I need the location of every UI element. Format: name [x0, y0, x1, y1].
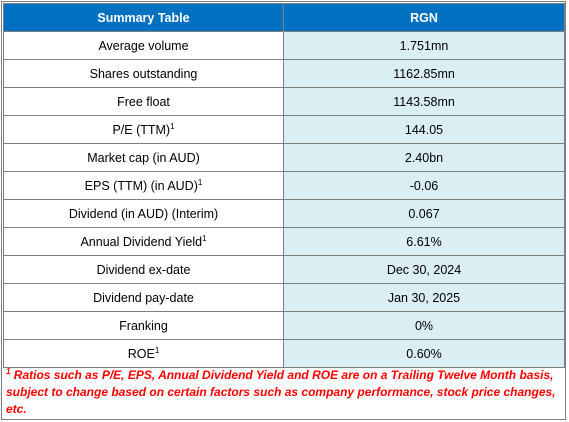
table-header-row: Summary Table RGN — [3, 3, 565, 32]
summary-table: Summary Table RGN Average volume 1.751mn… — [3, 3, 565, 368]
table-row: Annual Dividend Yield1 6.61% — [3, 227, 565, 256]
header-ticker: RGN — [283, 3, 565, 32]
table-row: Market cap (in AUD) 2.40bn — [3, 143, 565, 172]
table-row: Free float 1143.58mn — [3, 87, 565, 116]
row-label: Market cap (in AUD) — [3, 143, 284, 172]
row-label: P/E (TTM)1 — [3, 115, 284, 144]
row-value: 0% — [283, 311, 565, 340]
footnote: 1 Ratios such as P/E, EPS, Annual Divide… — [6, 367, 562, 418]
row-value: 1162.85mn — [283, 59, 565, 88]
row-label: Shares outstanding — [3, 59, 284, 88]
table-row: Average volume 1.751mn — [3, 31, 565, 60]
row-value: 1.751mn — [283, 31, 565, 60]
row-value: 2.40bn — [283, 143, 565, 172]
row-label: EPS (TTM) (in AUD)1 — [3, 171, 284, 200]
row-label: ROE1 — [3, 339, 284, 368]
table-row: ROE1 0.60% — [3, 339, 565, 368]
row-label: Free float — [3, 87, 284, 116]
table-row: Franking 0% — [3, 311, 565, 340]
footnote-marker: 1 — [202, 233, 207, 243]
row-value: 0.60% — [283, 339, 565, 368]
footnote-marker: 1 — [154, 345, 160, 355]
row-label: Annual Dividend Yield1 — [3, 227, 284, 256]
row-value: Dec 30, 2024 — [283, 255, 565, 284]
row-label: Dividend ex-date — [3, 255, 284, 284]
row-value: 1143.58mn — [283, 87, 565, 116]
header-label: Summary Table — [3, 3, 284, 32]
footnote-text: Ratios such as P/E, EPS, Annual Dividend… — [6, 368, 556, 416]
row-value: 0.067 — [283, 199, 565, 228]
footnote-marker: 1 — [6, 367, 11, 376]
row-label: Dividend (in AUD) (Interim) — [3, 199, 284, 228]
table-row: Shares outstanding 1162.85mn — [3, 59, 565, 88]
table-row: Dividend (in AUD) (Interim) 0.067 — [3, 199, 565, 228]
row-value: Jan 30, 2025 — [283, 283, 565, 312]
row-label: Dividend pay-date — [3, 283, 284, 312]
row-value: -0.06 — [283, 171, 565, 200]
footnote-marker: 1 — [197, 177, 203, 187]
row-label: Franking — [3, 311, 284, 340]
table-row: P/E (TTM)1 144.05 — [3, 115, 565, 144]
row-value: 6.61% — [283, 227, 565, 256]
row-value: 144.05 — [283, 115, 565, 144]
table-row: Dividend ex-date Dec 30, 2024 — [3, 255, 565, 284]
footnote-marker: 1 — [170, 121, 175, 131]
row-label: Average volume — [3, 31, 284, 60]
table-row: EPS (TTM) (in AUD)1 -0.06 — [3, 171, 565, 200]
table-row: Dividend pay-date Jan 30, 2025 — [3, 283, 565, 312]
